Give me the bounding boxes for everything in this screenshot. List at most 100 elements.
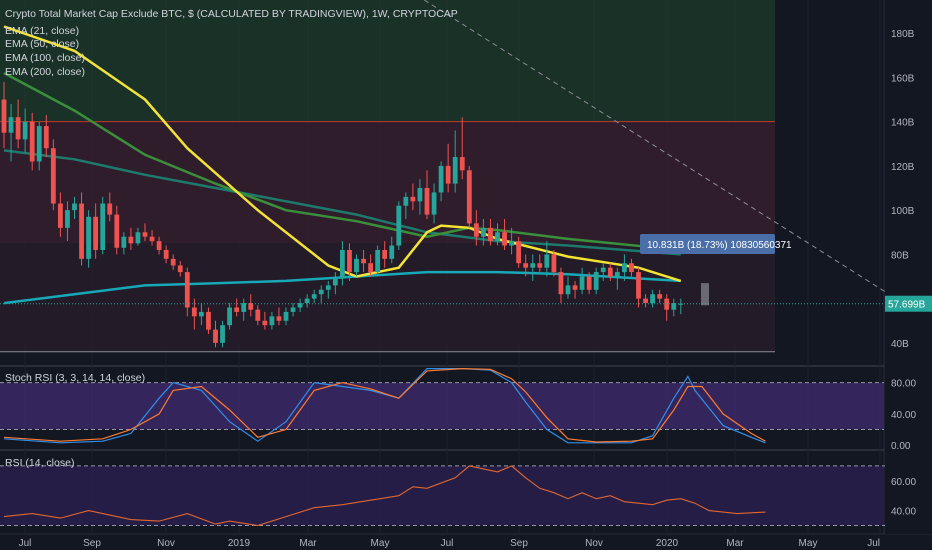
- time-tick-label: Nov: [157, 538, 175, 549]
- candle-body: [523, 263, 529, 268]
- candle-body: [93, 216, 99, 250]
- candle-body: [431, 192, 437, 215]
- measure-box: [701, 283, 709, 306]
- price-zone: [0, 0, 775, 122]
- time-tick-label: Sep: [510, 538, 528, 549]
- time-tick-label: Nov: [585, 538, 603, 549]
- stoch-band: [0, 382, 884, 430]
- stoch-tick-label: 0.00: [891, 441, 911, 452]
- candle-body: [558, 272, 564, 295]
- candle-body: [22, 121, 28, 140]
- candle-body: [495, 232, 500, 242]
- price-tick-label: 160B: [891, 73, 915, 84]
- candle-body: [438, 165, 444, 193]
- candle-body: [572, 285, 578, 290]
- rsi-title: RSI (14, close): [5, 457, 74, 469]
- axes: 40B 80B 100B 120B 140B 160B 180B 57.699B 80.00 40…: [19, 0, 932, 549]
- candle-body: [36, 126, 42, 162]
- candle-body: [488, 227, 493, 242]
- rsi-tick-label: 60.00: [891, 477, 916, 488]
- stoch-k-line: [3, 368, 766, 444]
- candle-body: [537, 263, 543, 268]
- candle-body: [149, 236, 155, 242]
- candle-body: [657, 294, 663, 299]
- price-tick-label: 120B: [891, 162, 915, 173]
- stoch-rsi-pane: [0, 367, 884, 444]
- candle-body: [177, 265, 183, 273]
- candle-body: [199, 311, 204, 317]
- candle-body: [170, 258, 176, 266]
- ema-50-line: [3, 71, 681, 252]
- rsi-tick-label: 40.00: [891, 507, 916, 518]
- trend-line-dashed: [423, 0, 932, 322]
- candle-body: [241, 303, 247, 312]
- time-tick-label: Jul: [441, 538, 454, 549]
- time-tick-label: Mar: [726, 538, 744, 549]
- candle-body: [79, 203, 84, 259]
- candle-body: [8, 117, 14, 133]
- candle-body: [481, 227, 486, 237]
- measure-label: 10.831B (18.73%) 10830560371: [647, 240, 792, 251]
- candle-body: [417, 188, 423, 202]
- candle-body: [325, 285, 331, 290]
- candle-body: [15, 117, 21, 140]
- rsi-band: [0, 465, 884, 526]
- candle-body: [530, 263, 536, 268]
- candle-body: [304, 298, 310, 304]
- drawing-overlays[interactable]: 10.831B (18.73%) 10830560371: [0, 0, 932, 356]
- candle-body: [191, 307, 197, 317]
- ema-21-line: [3, 25, 682, 283]
- candle-body: [58, 203, 63, 228]
- candle-body: [643, 298, 648, 304]
- candle-body: [466, 170, 472, 224]
- candle-body: [452, 157, 458, 184]
- candle-body: [114, 214, 120, 248]
- price-tick-label: 80B: [891, 250, 909, 261]
- candle-body: [600, 267, 606, 273]
- candle-body: [128, 236, 134, 244]
- candle-body: [586, 276, 592, 290]
- candle-body: [403, 196, 409, 206]
- candle-body: [283, 311, 289, 321]
- candle-body: [156, 241, 162, 250]
- last-price-label: 57.699B: [888, 300, 926, 311]
- candle-body: [43, 126, 49, 149]
- candle-body: [565, 285, 571, 295]
- candle-body: [290, 307, 296, 312]
- candle-body: [445, 165, 451, 184]
- candle-body: [318, 289, 324, 295]
- candle-body: [255, 309, 261, 321]
- price-tick-label: 180B: [891, 29, 915, 40]
- candle-body: [389, 245, 395, 259]
- candle-body: [579, 276, 585, 290]
- candle-body: [184, 272, 190, 308]
- candle-body: [593, 272, 599, 290]
- time-tick-label: Sep: [83, 538, 101, 549]
- stoch-tick-label: 40.00: [891, 410, 916, 421]
- candle-body: [629, 263, 634, 273]
- candle-body: [86, 216, 91, 259]
- last-price-badge: [885, 295, 932, 312]
- candle-body: [361, 258, 366, 264]
- candle-body: [234, 307, 240, 312]
- candle-body: [410, 196, 416, 202]
- candle-body: [107, 203, 113, 215]
- candle-body: [29, 121, 35, 162]
- ema-lines: [3, 25, 682, 305]
- price-tick-label: 140B: [891, 118, 915, 129]
- time-tick-label: Mar: [299, 538, 317, 549]
- time-tick-label: Jul: [867, 538, 880, 549]
- candle-body: [622, 263, 627, 273]
- candle-body: [227, 307, 232, 326]
- candle-body: [135, 232, 141, 244]
- candle-body: [459, 157, 465, 171]
- candle-body: [340, 249, 345, 279]
- legend-ema-21: EMA (21, close): [5, 25, 79, 37]
- candle-body: [297, 303, 303, 308]
- candle-body: [248, 303, 254, 310]
- time-tick-label: Jul: [19, 538, 32, 549]
- candle-body: [276, 316, 282, 321]
- candle-body: [424, 188, 430, 215]
- legend-ema-50: EMA (50, close): [5, 38, 79, 50]
